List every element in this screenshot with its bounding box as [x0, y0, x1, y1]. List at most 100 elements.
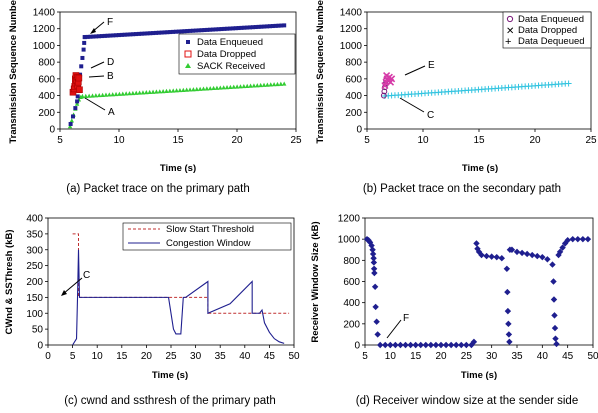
- rwnd-point: [437, 341, 445, 349]
- panel-c: 0 5 10 15 20 25 30 35 40 45 50 0 50 100 150 200 250 300 35…: [4, 214, 300, 408]
- enqueued-point: [202, 28, 207, 33]
- x-tick-label-c: 10: [92, 351, 104, 362]
- sack-point: [197, 86, 203, 91]
- enqueued-point: [208, 27, 213, 32]
- axes-b: 5 10 15 20 25 0 200 400 600 800 1000 1200 1400: [340, 8, 597, 147]
- annotation-arrowhead-f: [90, 28, 96, 34]
- ssthresh-line: [72, 233, 290, 314]
- rwnd-point: [549, 261, 556, 268]
- dropped-point: [76, 86, 83, 94]
- enqueued-point: [131, 32, 136, 37]
- rwnd-point: [559, 244, 566, 251]
- y-tick-label-c: 0: [37, 341, 43, 352]
- enqueued-point: [116, 33, 121, 38]
- enqueued-point: [199, 28, 204, 33]
- enqueued-point: [145, 31, 150, 36]
- enqueued-point: [173, 29, 178, 34]
- enqueued-point: [79, 64, 84, 69]
- sack-point: [224, 85, 230, 90]
- sack-point: [218, 85, 223, 90]
- sack-point: [117, 91, 122, 96]
- enqueued-point: [265, 24, 270, 29]
- x-tick-label-b: 15: [473, 135, 485, 146]
- rwnd-point: [374, 331, 381, 338]
- rwnd-point: [504, 288, 511, 296]
- enqueued-point: [225, 26, 230, 31]
- rwnd-point: [392, 341, 399, 349]
- rwnd-point: [373, 318, 380, 325]
- annotation-label-a: A: [108, 107, 115, 118]
- legend-marker-dropped: [184, 50, 192, 58]
- x-tick-label-b: 20: [529, 135, 541, 146]
- legend-marker-dequeued-b: +: [505, 36, 511, 48]
- sack-point: [204, 86, 210, 91]
- dropped-point-b: [388, 75, 396, 83]
- enqueued-point: [213, 27, 218, 32]
- xlabel-d: Time (s): [461, 370, 497, 381]
- rwnd-point: [442, 341, 450, 349]
- y-tick-label-c: 250: [26, 261, 43, 272]
- enqueued-point: [94, 34, 99, 39]
- enqueued-point: [88, 34, 93, 39]
- rwnd-point: [534, 252, 541, 260]
- sack-point: [134, 90, 139, 95]
- rwnd-point: [518, 249, 526, 257]
- enqueued-point: [239, 25, 244, 30]
- panel-d: 5 10 15 20 25 30 35 40 45 50 0 200 400 600 800 1000 1200…: [310, 214, 598, 408]
- y-tick-label-d: 600: [343, 277, 360, 288]
- marks-b: [380, 71, 572, 99]
- annotation-label-c-c: C: [83, 270, 90, 281]
- enqueued-point: [262, 24, 267, 29]
- x-tick-label-a: 20: [231, 135, 243, 146]
- sack-point: [123, 91, 129, 96]
- annotation-label-e: E: [428, 60, 435, 71]
- dequeued-point: [565, 80, 572, 87]
- enqueued-point: [75, 99, 80, 104]
- rwnd-point: [483, 252, 490, 260]
- sack-point: [160, 88, 166, 94]
- rwnd-point: [569, 235, 576, 243]
- y-tick-label-a: 1000: [33, 41, 56, 52]
- x-tick-label-d: 10: [385, 351, 397, 362]
- enqueued-point: [228, 26, 233, 31]
- ylabel-b: Transmission Sequence Number: [315, 0, 326, 144]
- annotations-c: C: [61, 270, 90, 296]
- rwnd-point: [369, 246, 376, 253]
- sack-point: [211, 85, 216, 91]
- legend-marker-enqueued-b: [506, 15, 514, 23]
- caption-b: (b) Packet trace on the secondary path: [363, 183, 561, 195]
- legend-label-enqueued-b: Data Enqueued: [518, 14, 584, 25]
- y-tick-label-c: 50: [32, 325, 44, 336]
- sack-point: [208, 86, 213, 91]
- rwnd-point: [370, 265, 378, 272]
- x-tick-label-a: 10: [113, 135, 125, 146]
- enqueued-point: [128, 32, 133, 37]
- x-tick-label-c: 40: [239, 351, 251, 362]
- rwnd-point: [493, 253, 500, 261]
- rwnd-point: [504, 307, 512, 315]
- y-tick-label-b: 600: [345, 74, 362, 85]
- rwnd-point: [369, 250, 377, 258]
- y-tick-label-c: 100: [26, 309, 43, 320]
- sack-point: [93, 93, 99, 98]
- legend-label-ssthresh: Slow Start Threshold: [166, 224, 254, 235]
- y-tick-label-b: 0: [356, 125, 362, 136]
- sack-point: [144, 90, 149, 95]
- sack-point: [157, 89, 162, 94]
- x-tick-label-d: 40: [537, 351, 549, 362]
- enqueued-point: [256, 24, 261, 29]
- x-tick-label-b: 10: [417, 135, 429, 146]
- x-tick-label-c: 35: [215, 351, 227, 362]
- ylabel-c: CWnd & SSThresh (kB): [4, 229, 15, 334]
- enqueued-point: [230, 26, 235, 31]
- ylabel-d: Receiver Window Size (kB): [310, 221, 321, 342]
- enqueued-point: [75, 94, 80, 99]
- rwnd-point: [368, 242, 375, 249]
- enqueued-point: [159, 30, 164, 35]
- axes-d: 5 10 15 20 25 30 35 40 45 50 0 200 400 600 800 1000 1200: [338, 214, 598, 363]
- enqueued-point: [85, 34, 90, 39]
- y-tick-label-b: 1400: [340, 8, 363, 19]
- sack-point: [201, 86, 206, 91]
- rwnd-point: [550, 278, 557, 285]
